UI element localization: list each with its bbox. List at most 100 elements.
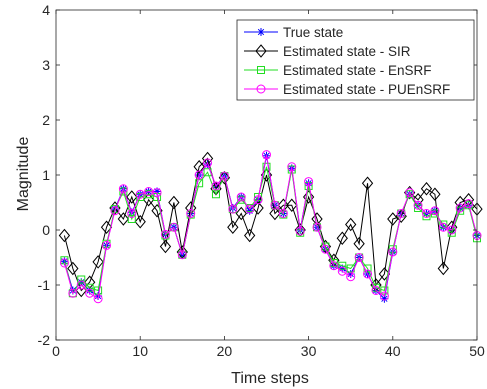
data-point	[228, 204, 238, 214]
data-point	[135, 189, 145, 199]
x-tick-label: 20	[217, 343, 233, 359]
data-point	[244, 228, 256, 243]
data-point	[144, 187, 154, 196]
data-point	[421, 209, 431, 218]
data-point	[68, 286, 77, 295]
legend-label: Estimated state - EnSRF	[283, 63, 432, 78]
legend-entry: True state	[244, 25, 343, 40]
data-point	[67, 261, 79, 276]
data-point	[118, 184, 128, 194]
legend-marker	[255, 44, 267, 58]
data-point	[363, 269, 373, 279]
data-point	[420, 181, 433, 196]
data-point	[245, 206, 254, 215]
data-point	[236, 192, 246, 202]
data-point	[262, 150, 271, 160]
data-point	[253, 195, 263, 205]
data-point	[186, 209, 196, 218]
data-point	[363, 264, 372, 273]
data-point	[201, 151, 214, 166]
data-point	[329, 261, 339, 271]
y-tick-label: 4	[42, 2, 50, 18]
data-point	[100, 220, 113, 235]
data-point	[59, 258, 69, 268]
data-point	[211, 181, 221, 191]
data-point	[110, 206, 120, 216]
data-point	[193, 159, 205, 174]
data-point	[126, 190, 138, 204]
legend-entry: Estimated state - EnSRF	[244, 63, 432, 78]
data-point	[430, 206, 440, 216]
series-estimated-state-puensrf	[59, 150, 482, 304]
legend-box	[236, 19, 475, 101]
data-point	[219, 171, 229, 181]
data-point	[464, 199, 474, 209]
data-point	[76, 280, 86, 290]
data-point	[295, 226, 305, 236]
data-point	[345, 217, 357, 232]
data-point	[127, 209, 137, 218]
x-tick-label: 50	[469, 343, 485, 359]
axes-layer: 0 10 20 30 40 50 -2 -1 0 1 2 3 4	[38, 2, 485, 359]
data-point	[77, 275, 86, 284]
data-point	[304, 177, 314, 187]
data-point	[387, 212, 399, 226]
data-point	[77, 278, 86, 287]
x-tick-label: 0	[52, 343, 60, 359]
y-tick-label: 2	[42, 112, 50, 128]
data-point	[235, 206, 247, 221]
legend-label: True state	[283, 25, 343, 40]
data-point	[245, 204, 255, 214]
data-point	[269, 206, 281, 221]
data-point	[203, 158, 213, 168]
legend-entry: Estimated state - SIR	[244, 44, 411, 59]
data-point	[94, 286, 103, 295]
data-point	[396, 209, 406, 218]
data-point	[68, 288, 78, 298]
y-tick-label: 3	[42, 57, 50, 73]
legend-marker	[257, 28, 265, 36]
data-point	[447, 225, 457, 235]
data-point	[346, 270, 355, 278]
data-point	[194, 170, 204, 180]
data-point	[380, 294, 389, 303]
data-point	[337, 266, 347, 276]
x-tick-label: 10	[132, 343, 148, 359]
y-axis-label: Magnitude	[15, 137, 32, 212]
data-point	[117, 212, 130, 226]
data-point	[346, 272, 356, 282]
legend-label: Estimated state - SIR	[283, 44, 411, 59]
data-point	[286, 198, 298, 213]
data-point	[455, 203, 465, 213]
y-tick-label: 1	[42, 167, 50, 183]
data-point	[438, 222, 448, 232]
data-point	[278, 209, 288, 218]
data-point	[85, 283, 94, 292]
data-point	[85, 286, 94, 295]
data-point	[437, 261, 449, 276]
data-point	[160, 229, 170, 239]
x-tick-label: 30	[301, 343, 317, 359]
data-point	[353, 236, 365, 251]
x-axis-label: Time steps	[231, 370, 309, 387]
data-point	[168, 195, 180, 210]
data-point	[312, 222, 322, 232]
data-point	[195, 179, 204, 188]
y-tick-label: -1	[38, 277, 51, 293]
data-point	[252, 201, 264, 215]
data-point	[159, 239, 172, 254]
data-point	[227, 220, 239, 235]
data-point	[211, 190, 220, 199]
legend-entry: Estimated state - PUEnSRF	[244, 82, 450, 97]
series-layer	[58, 150, 483, 304]
data-point	[287, 162, 297, 172]
data-point	[127, 215, 136, 223]
y-tick-label: -2	[38, 332, 51, 348]
data-point	[320, 244, 330, 254]
data-point	[338, 261, 347, 270]
data-point	[388, 247, 398, 257]
data-point	[262, 162, 271, 171]
legend-marker	[256, 84, 266, 94]
data-point	[152, 188, 162, 198]
